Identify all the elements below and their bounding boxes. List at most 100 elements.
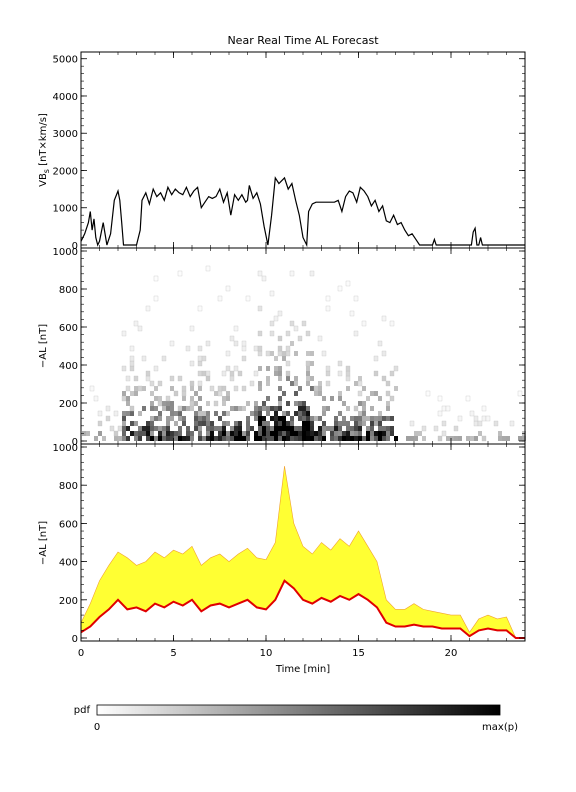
heatmap-cell [177, 405, 183, 412]
heatmap-cell [201, 370, 207, 377]
heatmap-cell [158, 396, 162, 401]
heatmap-cell [322, 421, 326, 426]
heatmap-cell [142, 406, 146, 411]
heatmap-cell [258, 406, 262, 411]
heatmap-cell [142, 431, 146, 436]
heatmap-cell [126, 401, 130, 406]
heatmap-cell [217, 390, 223, 397]
heatmap-cell [226, 436, 230, 441]
heatmap-cell [389, 395, 395, 402]
heatmap-cell [170, 416, 174, 421]
heatmap-cell [362, 436, 366, 441]
heatmap-cell [473, 420, 479, 427]
heatmap-cell [182, 406, 186, 411]
heatmap-cell [161, 355, 167, 362]
heatmap-cell [197, 380, 203, 387]
colorbar-min-label: 0 [94, 722, 100, 733]
heatmap-cell [150, 406, 154, 411]
heatmap-cell [386, 406, 390, 411]
heatmap-cell [150, 416, 154, 421]
heatmap-cell [337, 370, 343, 377]
heatmap-cell [229, 375, 235, 382]
heatmap-cell [441, 420, 447, 427]
heatmap-cell [466, 436, 470, 441]
vbs-ylabel: VBs [nT×km/s] [38, 113, 51, 187]
heatmap-cell [125, 385, 131, 392]
heatmap-cell [382, 436, 386, 441]
heatmap-cell [457, 415, 463, 422]
heatmap-cell [265, 350, 271, 357]
heatmap-cell [366, 431, 370, 436]
heatmap-cell [285, 360, 291, 367]
heatmap-cell [290, 416, 294, 421]
heatmap-cell [477, 420, 483, 427]
heatmap-cell [138, 411, 142, 416]
heatmap-cell [290, 436, 294, 441]
heatmap-cell [318, 436, 322, 441]
heatmap-cell [190, 406, 194, 411]
heatmap-cell [306, 351, 310, 356]
vbs-ytick-label: 4000 [53, 92, 78, 103]
heatmap-cell [122, 416, 126, 421]
heatmap-cell [378, 431, 382, 436]
heatmap-cell [342, 431, 346, 436]
heatmap-cell [346, 431, 350, 436]
heatmap-cell [298, 386, 302, 391]
al-pdf-ytick-label: 600 [59, 323, 78, 334]
heatmap-cell [205, 340, 211, 347]
heatmap-cell [358, 436, 362, 441]
heatmap-cell [278, 396, 282, 401]
heatmap-cell [433, 425, 439, 432]
heatmap-cell [182, 396, 186, 401]
heatmap-cell [306, 411, 310, 416]
heatmap-cell [121, 395, 127, 402]
heatmap-cell [294, 376, 298, 381]
heatmap-cell [298, 431, 302, 436]
heatmap-cell [290, 431, 294, 436]
heatmap-cell [278, 371, 282, 376]
heatmap-cell [282, 436, 286, 441]
heatmap-cell [121, 330, 127, 337]
heatmap-cell [134, 436, 138, 441]
heatmap-cell [209, 385, 215, 392]
heatmap-cell [213, 400, 219, 407]
heatmap-cell [202, 411, 206, 416]
heatmap-cell [154, 416, 158, 421]
heatmap-cell [286, 401, 290, 406]
heatmap-cell [393, 365, 399, 372]
heatmap-cell [346, 406, 350, 411]
heatmap-cell [113, 430, 119, 437]
heatmap-cell [386, 426, 390, 431]
heatmap-cell [266, 421, 270, 426]
heatmap-cell [378, 396, 382, 401]
heatmap-cell [158, 431, 162, 436]
heatmap-cell [302, 421, 306, 426]
heatmap-cell [206, 436, 210, 441]
heatmap-cell [366, 396, 370, 401]
heatmap-cell [198, 386, 202, 391]
heatmap-cell [254, 406, 258, 411]
heatmap-cell [230, 436, 234, 441]
heatmap-cell [274, 356, 278, 361]
heatmap-cell [378, 421, 382, 426]
heatmap-cell [378, 411, 382, 416]
heatmap-cell [305, 330, 311, 337]
heatmap-cell [122, 426, 126, 431]
vbs-ytick-label: 3000 [53, 129, 78, 140]
heatmap-cell [258, 416, 262, 421]
heatmap-cell [133, 375, 139, 382]
vbs-ytick-label: 5000 [53, 55, 78, 66]
heatmap-cell [322, 406, 326, 411]
heatmap-cell [221, 385, 227, 392]
heatmap-cell [238, 436, 242, 441]
heatmap-cell [278, 431, 282, 436]
heatmap-cell [274, 436, 278, 441]
heatmap-cell [357, 390, 363, 397]
heatmap-cell [334, 421, 338, 426]
heatmap-cell [218, 431, 222, 436]
heatmap-cell [362, 406, 366, 411]
heatmap-cell [214, 411, 218, 416]
heatmap-cell [86, 431, 90, 436]
heatmap-cell [346, 426, 350, 431]
heatmap-cell [326, 426, 330, 431]
